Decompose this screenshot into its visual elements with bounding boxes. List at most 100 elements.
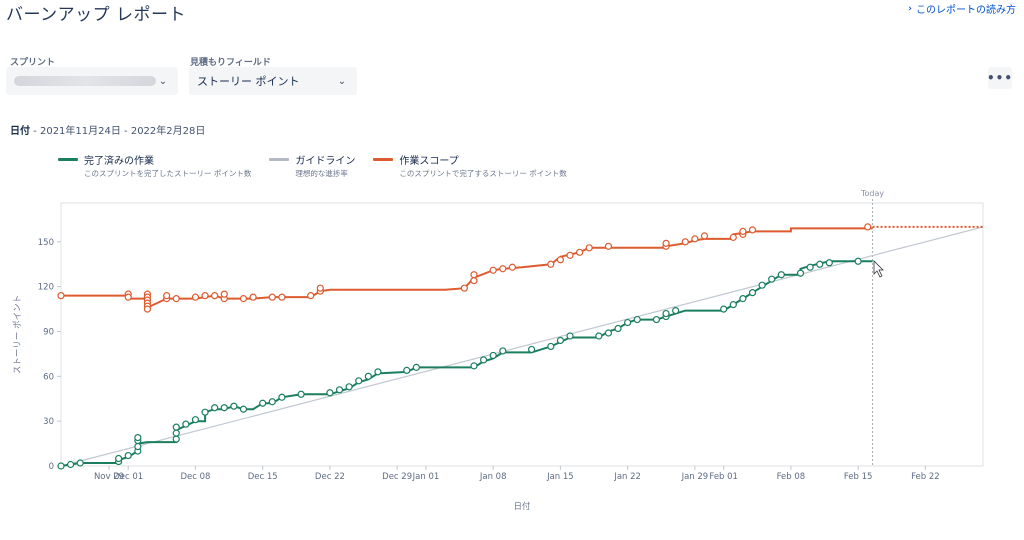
- legend-item-guideline[interactable]: ガイドライン 理想的な進捗率: [269, 152, 355, 179]
- scope-data-point[interactable]: [239, 295, 248, 303]
- scope-data-point[interactable]: [307, 292, 315, 300]
- completed-data-point[interactable]: [748, 289, 757, 297]
- scope-data-point[interactable]: [576, 248, 584, 256]
- completed-data-point[interactable]: [777, 271, 785, 279]
- completed-data-point[interactable]: [268, 398, 276, 406]
- more-actions-button[interactable]: •••: [987, 67, 1012, 89]
- completed-data-point[interactable]: [768, 275, 776, 283]
- scope-data-point[interactable]: [662, 239, 670, 247]
- scope-data-point[interactable]: [585, 244, 593, 252]
- scope-data-point[interactable]: [556, 256, 565, 264]
- completed-data-point[interactable]: [633, 315, 641, 324]
- scope-data-point[interactable]: [748, 226, 757, 234]
- completed-data-point[interactable]: [816, 260, 824, 268]
- completed-data-point[interactable]: [67, 460, 75, 469]
- scope-data-point[interactable]: [700, 232, 709, 240]
- completed-data-point[interactable]: [124, 451, 132, 460]
- completed-data-point[interactable]: [672, 306, 680, 315]
- completed-data-point[interactable]: [134, 434, 142, 442]
- help-link[interactable]: › このレポートの読み方: [908, 1, 1016, 17]
- estimate-field-select[interactable]: ストーリー ポイント ⌄: [189, 67, 357, 95]
- scope-data-point[interactable]: [499, 265, 507, 273]
- completed-data-point[interactable]: [335, 386, 344, 394]
- completed-data-point[interactable]: [57, 462, 65, 470]
- completed-data-point[interactable]: [326, 389, 334, 397]
- completed-data-point[interactable]: [201, 408, 209, 416]
- completed-data-point[interactable]: [595, 332, 603, 340]
- scope-data-point[interactable]: [681, 238, 689, 246]
- scope-data-point[interactable]: [172, 295, 180, 303]
- completed-data-point[interactable]: [720, 305, 728, 313]
- scope-data-point[interactable]: [547, 260, 555, 268]
- completed-data-point[interactable]: [172, 435, 180, 443]
- completed-data-point[interactable]: [345, 383, 353, 391]
- scope-data-point[interactable]: [57, 292, 65, 300]
- scope-data-point[interactable]: [729, 233, 737, 241]
- completed-data-point[interactable]: [662, 309, 670, 318]
- scope-data-point[interactable]: [201, 292, 209, 300]
- completed-data-point[interactable]: [470, 362, 478, 370]
- sprint-select[interactable]: ⌄: [6, 67, 178, 95]
- scope-data-point[interactable]: [470, 277, 478, 285]
- completed-data-point[interactable]: [182, 420, 190, 428]
- completed-data-point[interactable]: [191, 416, 200, 424]
- scope-data-point[interactable]: [220, 290, 228, 298]
- scope-data-point[interactable]: [124, 293, 132, 301]
- completed-data-point[interactable]: [489, 351, 497, 360]
- completed-data-point[interactable]: [297, 390, 305, 398]
- scope-data-point[interactable]: [268, 293, 276, 301]
- completed-data-point[interactable]: [624, 318, 632, 327]
- scope-data-point[interactable]: [191, 293, 200, 301]
- completed-data-point[interactable]: [528, 345, 536, 354]
- completed-data-point[interactable]: [278, 393, 286, 401]
- completed-data-point[interactable]: [239, 405, 248, 413]
- completed-data-point[interactable]: [652, 315, 661, 324]
- completed-data-point[interactable]: [220, 404, 228, 412]
- scope-data-point[interactable]: [278, 293, 286, 301]
- scope-data-point[interactable]: [691, 235, 699, 243]
- legend-item-scope[interactable]: 作業スコープ このスプリントで完了するストーリー ポイント数: [373, 152, 567, 179]
- completed-data-point[interactable]: [259, 399, 267, 407]
- scope-data-point[interactable]: [143, 305, 152, 313]
- completed-data-point[interactable]: [796, 269, 805, 277]
- completed-data-point[interactable]: [499, 347, 507, 355]
- completed-data-point[interactable]: [604, 329, 613, 337]
- scope-data-point[interactable]: [470, 271, 478, 279]
- completed-data-point[interactable]: [556, 336, 565, 345]
- completed-data-point[interactable]: [854, 257, 862, 265]
- completed-data-point[interactable]: [739, 295, 747, 303]
- completed-data-point[interactable]: [566, 332, 574, 340]
- completed-data-point[interactable]: [211, 404, 219, 412]
- completed-data-point[interactable]: [729, 301, 737, 309]
- completed-data-point[interactable]: [355, 377, 363, 385]
- completed-data-point[interactable]: [806, 263, 814, 271]
- completed-data-point[interactable]: [403, 366, 411, 374]
- scope-data-point[interactable]: [163, 292, 171, 300]
- scope-data-point[interactable]: [316, 284, 324, 292]
- date-range-value: - 2021年11月24日 - 2022年2月28日: [30, 126, 206, 137]
- completed-data-point[interactable]: [374, 368, 382, 376]
- completed-data-point[interactable]: [758, 281, 766, 289]
- scope-data-point[interactable]: [508, 263, 516, 271]
- completed-data-point[interactable]: [614, 324, 622, 333]
- scope-data-point[interactable]: [739, 227, 747, 235]
- scope-data-point[interactable]: [604, 242, 613, 250]
- completed-data-point[interactable]: [479, 356, 488, 364]
- completed-data-point[interactable]: [230, 402, 238, 410]
- completed-data-point[interactable]: [134, 442, 142, 451]
- scope-data-point[interactable]: [864, 223, 872, 231]
- scope-data-point[interactable]: [566, 251, 574, 259]
- completed-data-point[interactable]: [825, 259, 833, 267]
- completed-data-point[interactable]: [76, 459, 84, 467]
- scope-data-point[interactable]: [489, 266, 497, 274]
- completed-data-point[interactable]: [364, 372, 372, 380]
- completed-data-point[interactable]: [172, 429, 180, 437]
- completed-data-point[interactable]: [412, 363, 420, 371]
- scope-data-point[interactable]: [460, 284, 468, 292]
- completed-data-point[interactable]: [172, 423, 180, 431]
- legend-item-completed[interactable]: 完了済みの作業 このスプリントを完了したストーリー ポイント数: [58, 152, 251, 179]
- scope-data-point[interactable]: [249, 293, 257, 301]
- completed-data-point[interactable]: [115, 454, 123, 463]
- completed-data-point[interactable]: [547, 342, 555, 351]
- scope-data-point[interactable]: [211, 292, 219, 300]
